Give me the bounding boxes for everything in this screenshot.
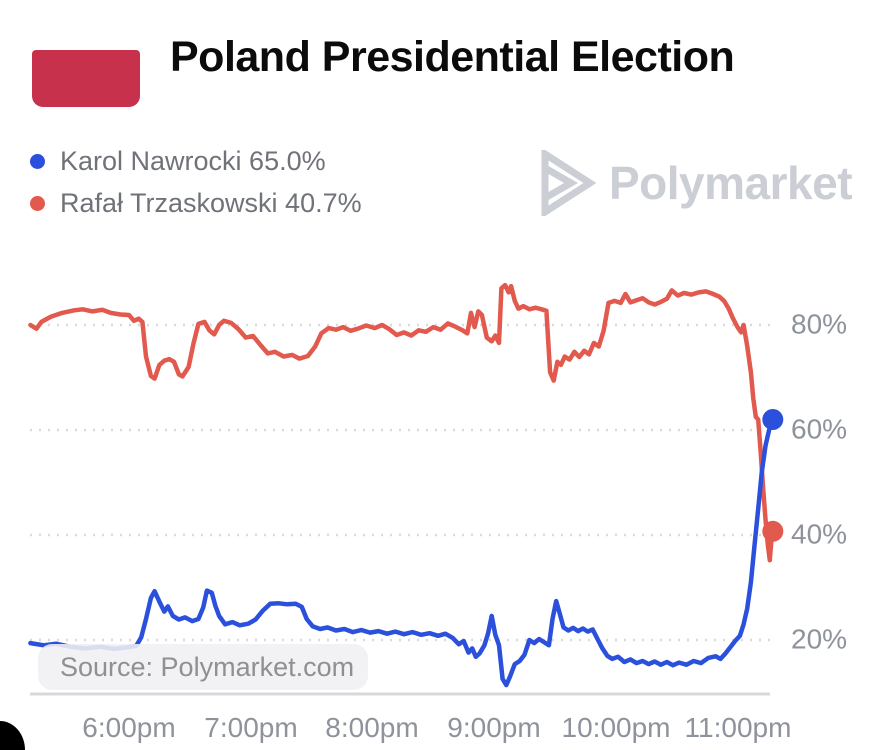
- legend-label-nawrocki: Karol Nawrocki 65.0%: [60, 145, 326, 176]
- legend-label-trzaskowski: Rafał Trzaskowski 40.7%: [60, 187, 362, 218]
- xtick-10pm: 10:00pm: [561, 712, 671, 743]
- polymarket-watermark: Polymarket: [540, 150, 853, 216]
- poland-flag: [32, 50, 140, 107]
- xtick-11pm: 11:00pm: [684, 712, 792, 743]
- ytick-20: 20%: [791, 623, 848, 655]
- chart-legend: Karol Nawrocki 65.0% Rafał Trzaskowski 4…: [30, 140, 362, 224]
- source-badge-text: Source: Polymarket.com: [60, 651, 355, 682]
- ytick-40: 40%: [791, 518, 848, 550]
- polymarket-logo-icon: [541, 150, 596, 216]
- page-title: Poland Presidential Election: [170, 33, 735, 81]
- legend-item-trzaskowski: Rafał Trzaskowski 40.7%: [30, 182, 362, 224]
- xtick-9pm: 9:00pm: [447, 712, 541, 743]
- source-badge: Source: Polymarket.com: [38, 644, 368, 690]
- legend-dot-red-icon: [30, 195, 45, 211]
- ytick-80: 80%: [791, 308, 848, 340]
- xtick-7pm: 7:00pm: [204, 712, 298, 743]
- xtick-8pm: 8:00pm: [325, 712, 419, 743]
- ytick-60: 60%: [791, 413, 848, 445]
- legend-dot-blue-icon: [30, 153, 45, 169]
- xtick-6pm: 6:00pm: [82, 712, 176, 743]
- polymarket-wordmark: Polymarket: [609, 157, 853, 209]
- legend-item-nawrocki: Karol Nawrocki 65.0%: [30, 140, 362, 182]
